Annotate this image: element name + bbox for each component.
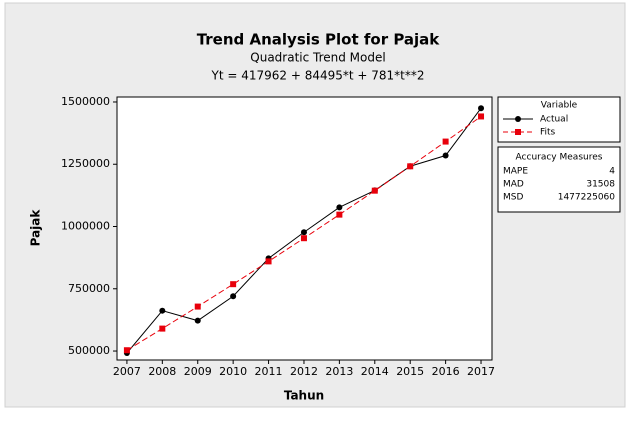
x-tick-label: 2012	[290, 365, 318, 378]
accuracy-label: MAD	[503, 180, 524, 190]
point	[159, 325, 166, 332]
point	[123, 347, 130, 354]
x-tick-label: 2011	[255, 365, 283, 378]
legend-label: Fits	[540, 128, 556, 138]
x-tick-label: 2017	[467, 365, 495, 378]
point	[300, 235, 307, 242]
point	[478, 105, 485, 112]
legend-title: Variable	[541, 101, 578, 111]
chart-title: Trend Analysis Plot for Pajak	[197, 31, 441, 49]
x-tick-label: 2010	[219, 365, 247, 378]
point	[478, 113, 485, 120]
point	[442, 152, 449, 159]
x-tick-label: 2016	[432, 365, 460, 378]
y-tick-label: 750000	[68, 282, 110, 295]
accuracy-title: Accuracy Measures	[516, 153, 603, 163]
accuracy-label: MSD	[503, 193, 523, 203]
accuracy-label: MAPE	[503, 167, 528, 177]
x-tick-label: 2014	[361, 365, 389, 378]
plot-area	[116, 96, 493, 361]
y-tick-label: 1500000	[61, 95, 110, 108]
legend-marker	[515, 129, 521, 135]
point	[336, 204, 343, 211]
y-tick-label: 1000000	[61, 220, 110, 233]
x-tick-label: 2013	[325, 365, 353, 378]
y-axis-label: Pajak	[29, 209, 43, 247]
point	[159, 307, 166, 314]
x-axis-label: Tahun	[284, 389, 324, 403]
point	[371, 187, 378, 194]
accuracy-value: 4	[609, 167, 615, 177]
y-tick-label: 500000	[68, 344, 110, 357]
point	[300, 229, 307, 236]
x-tick-label: 2007	[113, 365, 141, 378]
point	[194, 303, 201, 310]
x-tick-label: 2015	[396, 365, 424, 378]
accuracy-box	[497, 146, 621, 213]
accuracy-value: 1477225060	[558, 193, 616, 203]
point	[230, 281, 237, 288]
legend-marker	[515, 116, 521, 122]
point	[442, 138, 449, 145]
accuracy-value: 31508	[586, 180, 615, 190]
point	[336, 211, 343, 218]
x-tick-label: 2008	[148, 365, 176, 378]
point	[407, 163, 414, 170]
equation: Yt = 417962 + 84495*t + 781*t**2	[210, 69, 424, 83]
x-tick-label: 2009	[184, 365, 212, 378]
point	[230, 293, 237, 300]
point	[194, 317, 201, 324]
y-tick-label: 1250000	[61, 157, 110, 170]
chart-subtitle: Quadratic Trend Model	[250, 51, 385, 65]
legend-label: Actual	[540, 115, 568, 125]
point	[265, 258, 272, 265]
